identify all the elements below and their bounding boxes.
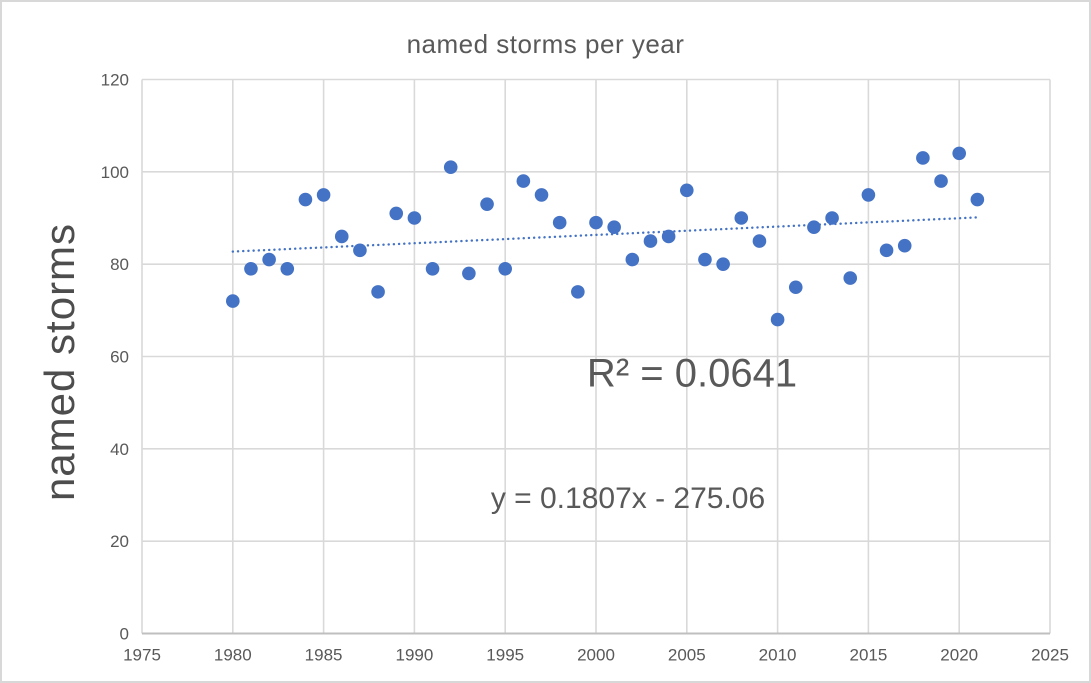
data-point-1987[interactable] — [353, 243, 367, 258]
data-point-2006[interactable] — [698, 252, 712, 267]
x-tick-label-1985: 1985 — [305, 646, 343, 665]
data-point-1986[interactable] — [334, 229, 349, 244]
data-point-2016[interactable] — [879, 243, 894, 258]
y-tick-label-80: 80 — [110, 255, 129, 274]
data-point-2009[interactable] — [752, 234, 767, 248]
data-point-1990[interactable] — [407, 211, 422, 225]
data-point-1991[interactable] — [425, 261, 440, 276]
data-point-1982[interactable] — [262, 252, 276, 267]
data-point-1988[interactable] — [371, 285, 385, 299]
x-tick-label-2010: 2010 — [759, 646, 797, 665]
x-tick-label-2020: 2020 — [940, 646, 978, 665]
x-tick-label-2000: 2000 — [577, 646, 615, 665]
data-point-2003[interactable] — [643, 234, 658, 248]
data-point-1994[interactable] — [480, 197, 494, 211]
data-point-2020[interactable] — [952, 146, 966, 161]
chart-title[interactable]: named storms per year — [406, 29, 685, 59]
data-point-1995[interactable] — [498, 261, 512, 276]
y-tick-label-0: 0 — [120, 625, 129, 644]
y-tick-label-60: 60 — [110, 348, 129, 367]
data-point-2007[interactable] — [716, 257, 730, 271]
data-point-1992[interactable] — [443, 160, 458, 175]
data-point-2012[interactable] — [807, 220, 821, 235]
data-point-1999[interactable] — [571, 285, 585, 299]
data-point-1981[interactable] — [244, 261, 258, 276]
x-tick-label-1990: 1990 — [395, 646, 433, 665]
data-point-2004[interactable] — [661, 229, 676, 244]
data-point-2014[interactable] — [843, 271, 858, 285]
data-point-2013[interactable] — [825, 211, 839, 225]
x-tick-label-1995: 1995 — [486, 646, 524, 665]
data-point-2019[interactable] — [934, 174, 948, 188]
data-point-1980[interactable] — [226, 294, 240, 308]
x-tick-label-2025: 2025 — [1031, 646, 1069, 665]
data-point-1985[interactable] — [316, 188, 331, 202]
trendline-equation-annotation[interactable]: y = 0.1807x - 275.06 — [490, 482, 766, 515]
x-tick-label-2015: 2015 — [849, 646, 887, 665]
y-tick-label-40: 40 — [110, 440, 129, 459]
data-point-2021[interactable] — [970, 192, 985, 207]
data-point-2017[interactable] — [897, 238, 912, 253]
data-point-2001[interactable] — [607, 220, 621, 235]
y-tick-label-20: 20 — [110, 532, 129, 551]
data-point-2010[interactable] — [770, 312, 785, 327]
data-point-1983[interactable] — [280, 261, 295, 276]
y-tick-label-120: 120 — [101, 71, 129, 90]
data-point-2015[interactable] — [861, 188, 876, 202]
data-point-2000[interactable] — [589, 215, 603, 230]
r-squared-annotation[interactable]: R² = 0.0641 — [586, 351, 798, 396]
x-tick-label-1980: 1980 — [214, 646, 252, 665]
data-point-1997[interactable] — [534, 188, 549, 202]
data-point-2008[interactable] — [734, 211, 749, 225]
data-point-1984[interactable] — [298, 192, 313, 207]
data-point-1993[interactable] — [462, 266, 476, 281]
x-tick-label-1975: 1975 — [123, 646, 161, 665]
data-point-2011[interactable] — [788, 280, 803, 295]
x-tick-label-2005: 2005 — [668, 646, 706, 665]
data-point-2005[interactable] — [680, 183, 694, 198]
data-point-2018[interactable] — [916, 151, 930, 165]
data-point-1998[interactable] — [552, 215, 567, 230]
data-point-2002[interactable] — [625, 252, 640, 267]
data-point-1989[interactable] — [389, 206, 404, 221]
data-point-1996[interactable] — [516, 174, 531, 188]
y-tick-label-100: 100 — [101, 163, 129, 182]
